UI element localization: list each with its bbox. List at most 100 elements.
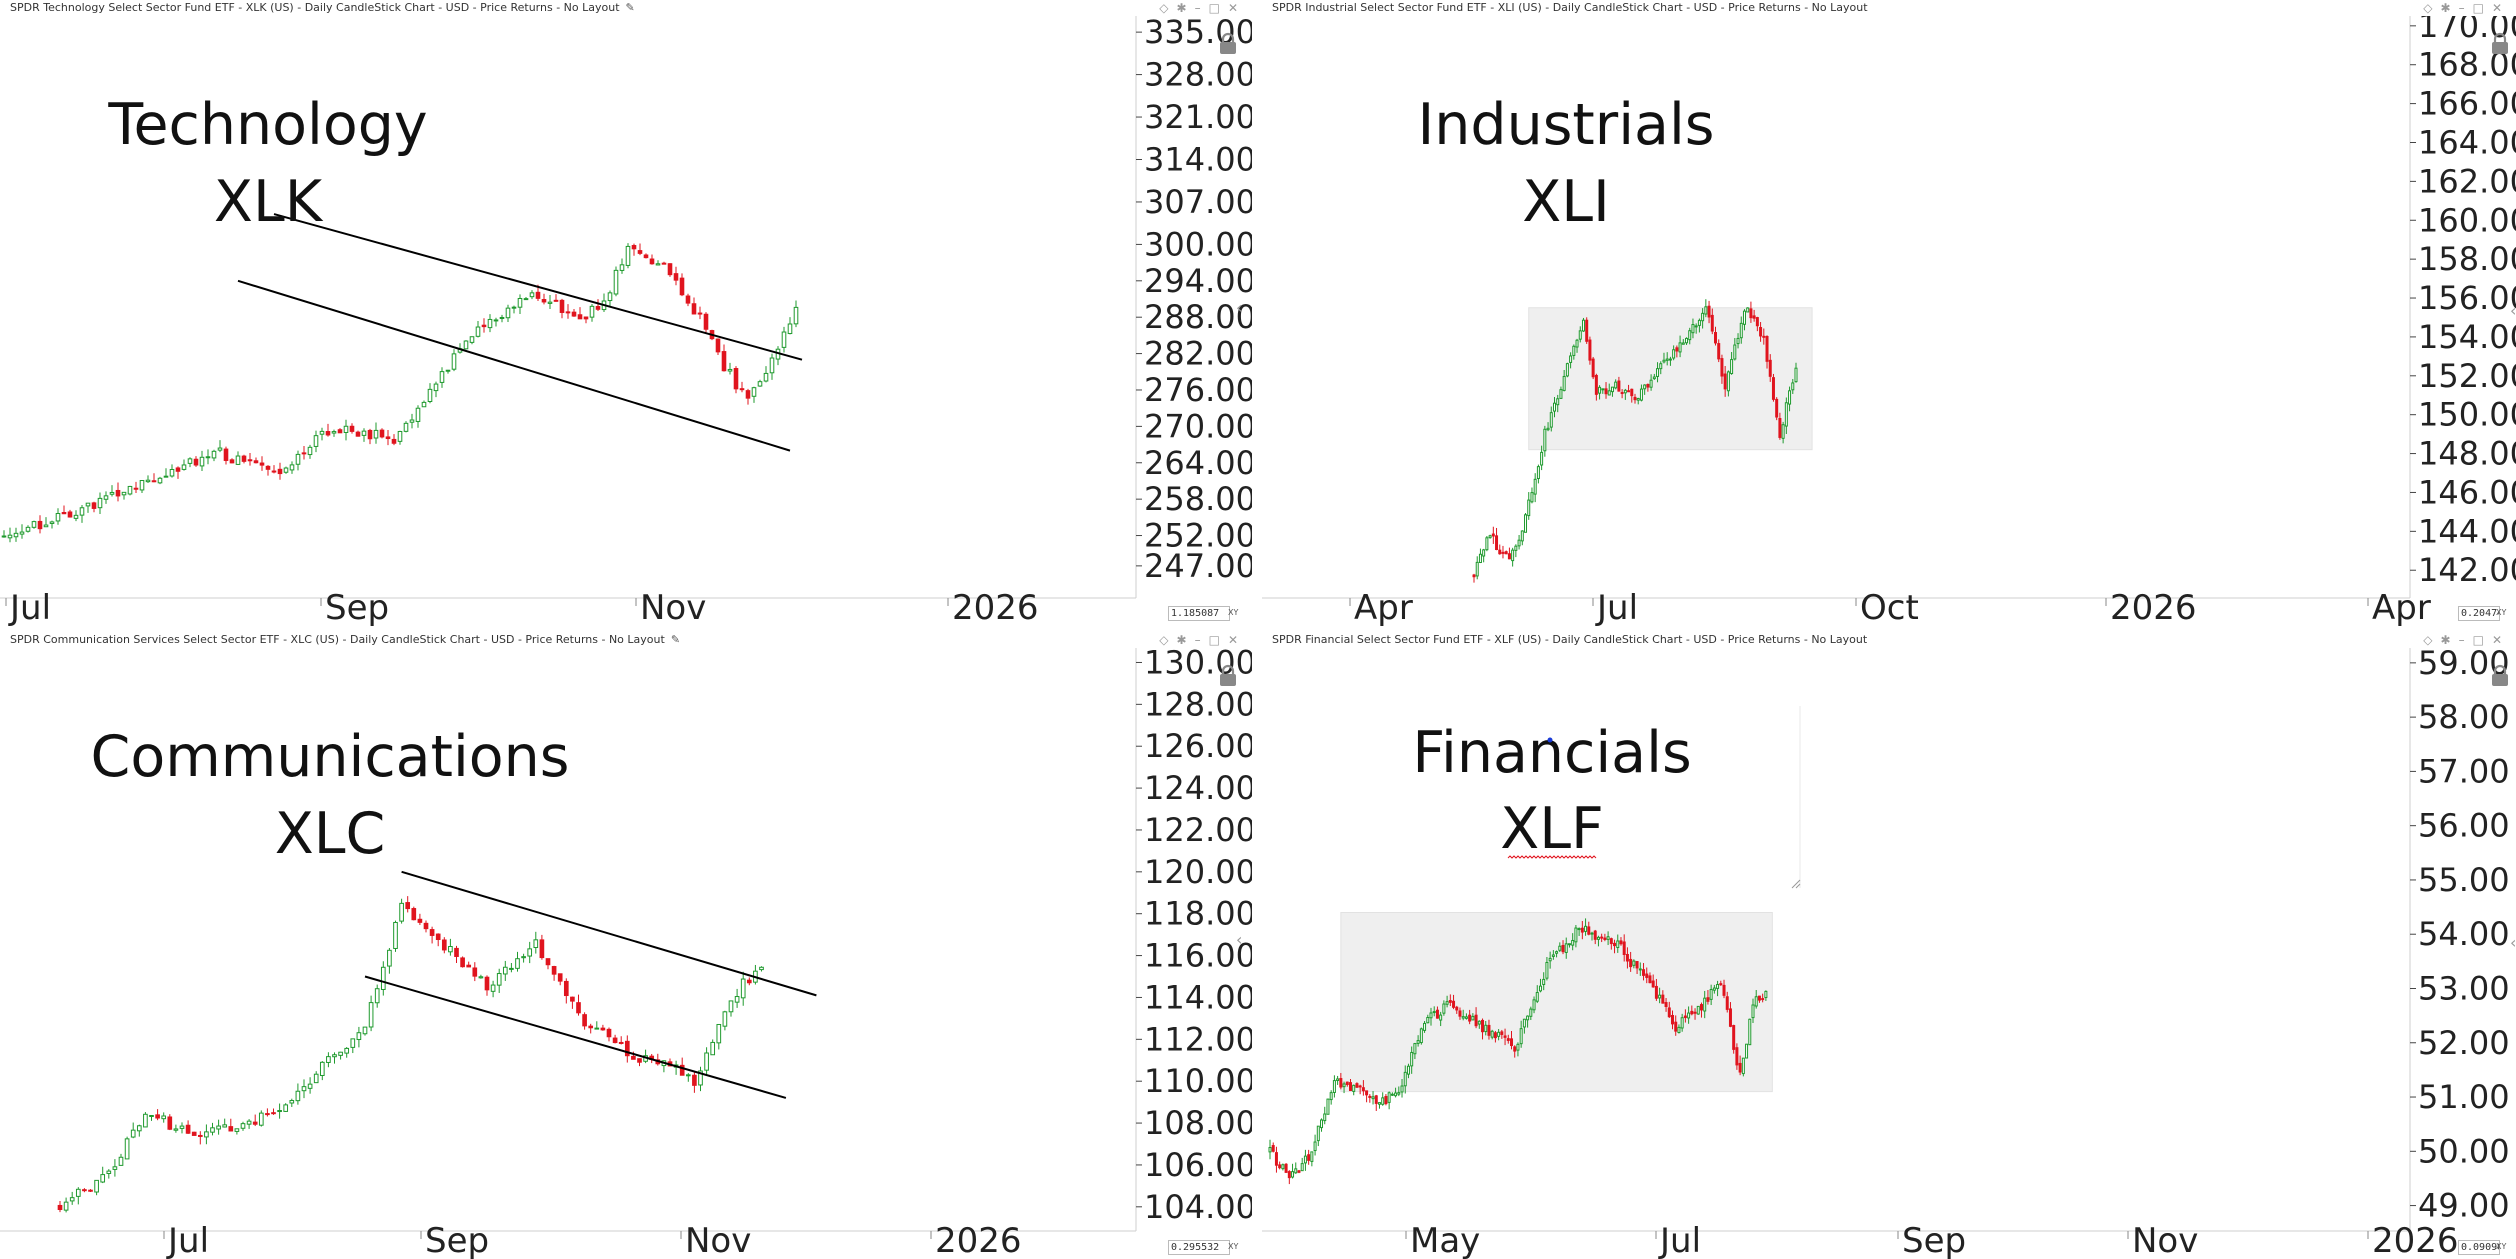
window-controls[interactable]: ◇✱–□✕ bbox=[2423, 632, 2510, 648]
edit-pencil-icon[interactable]: ✎ bbox=[625, 1, 635, 14]
link-icon[interactable]: ◇ bbox=[1159, 1, 1177, 15]
candle-body bbox=[1664, 1002, 1668, 1007]
candle bbox=[1648, 972, 1652, 984]
panel-xlc[interactable]: SPDR Communication Services Select Secto… bbox=[0, 632, 1252, 1259]
close-icon[interactable]: ✕ bbox=[1227, 1, 1246, 15]
candle bbox=[1517, 535, 1521, 550]
maximize-icon[interactable]: □ bbox=[2472, 1, 2492, 15]
candle-body bbox=[529, 292, 535, 298]
candle-body bbox=[1491, 533, 1495, 537]
candle bbox=[577, 307, 583, 320]
lock-icon[interactable] bbox=[1220, 664, 1236, 686]
candle-body bbox=[118, 1156, 124, 1166]
candle-body bbox=[1432, 1011, 1436, 1014]
collapse-arrow-icon[interactable]: ‹ bbox=[1236, 930, 1242, 949]
xy-toggle[interactable]: XY bbox=[1228, 1242, 1239, 1251]
xy-toggle[interactable]: XY bbox=[2496, 1242, 2507, 1251]
y-tick-label: 110.00 bbox=[1144, 1062, 1252, 1100]
window-controls[interactable]: ◇✱–□✕ bbox=[1159, 632, 1246, 648]
window-controls[interactable]: ◇✱–□✕ bbox=[1159, 0, 1246, 16]
xy-toggle[interactable]: XY bbox=[1228, 608, 1239, 617]
candle bbox=[1739, 316, 1743, 344]
candle bbox=[1791, 378, 1795, 394]
candle bbox=[295, 1083, 301, 1105]
candle-body bbox=[1493, 1032, 1497, 1039]
candle-body bbox=[1735, 1047, 1739, 1066]
close-icon[interactable]: ✕ bbox=[1227, 633, 1246, 647]
candle bbox=[1719, 980, 1723, 986]
collapse-arrow-icon[interactable]: ‹ bbox=[1236, 298, 1242, 317]
candle-body bbox=[1696, 1005, 1700, 1015]
link-icon[interactable]: ◇ bbox=[1159, 633, 1177, 647]
close-icon[interactable]: ✕ bbox=[2491, 1, 2510, 15]
candle bbox=[529, 290, 535, 300]
annotation-ticker: XLF bbox=[1500, 796, 1604, 862]
lock-icon[interactable] bbox=[1220, 32, 1236, 54]
panel-xlk[interactable]: SPDR Technology Select Sector Fund ETF -… bbox=[0, 0, 1252, 626]
minimize-icon[interactable]: – bbox=[2458, 633, 2473, 647]
panel-xlf[interactable]: SPDR Financial Select Sector Fund ETF - … bbox=[1262, 632, 2516, 1259]
minimize-icon[interactable]: – bbox=[1194, 633, 1209, 647]
chart-xlf[interactable]: 59.0058.0057.0056.0055.0054.0053.0052.00… bbox=[1262, 648, 2516, 1259]
y-tick-label: 282.00 bbox=[1144, 335, 1252, 373]
candle-body bbox=[1722, 984, 1726, 996]
pin-icon[interactable]: ✱ bbox=[1176, 1, 1195, 15]
candle-body bbox=[715, 338, 721, 353]
candle-body bbox=[1442, 1003, 1446, 1014]
candle-body bbox=[1426, 1016, 1430, 1024]
candle bbox=[234, 1128, 240, 1135]
chart-xlk[interactable]: 335.00328.00321.00314.00307.00300.00294.… bbox=[0, 16, 1252, 626]
candle-body bbox=[222, 1124, 228, 1128]
candle bbox=[1678, 335, 1682, 358]
link-icon[interactable]: ◇ bbox=[2423, 633, 2441, 647]
candle-body bbox=[751, 387, 757, 397]
minimize-icon[interactable]: – bbox=[2458, 1, 2473, 15]
candle-body bbox=[691, 303, 697, 315]
pin-icon[interactable]: ✱ bbox=[2440, 633, 2459, 647]
candle bbox=[466, 961, 472, 968]
candle bbox=[1371, 1091, 1375, 1105]
pin-icon[interactable]: ✱ bbox=[2440, 1, 2459, 15]
candle-body bbox=[1514, 545, 1518, 551]
candle-body bbox=[1594, 374, 1598, 395]
candle bbox=[565, 304, 571, 319]
lock-icon[interactable] bbox=[2492, 664, 2508, 686]
candle-body bbox=[1720, 358, 1724, 377]
pin-icon[interactable]: ✱ bbox=[1176, 633, 1195, 647]
candle bbox=[332, 1052, 337, 1064]
lock-icon[interactable] bbox=[2492, 32, 2508, 54]
candle bbox=[1687, 1006, 1691, 1024]
maximize-icon[interactable]: □ bbox=[1208, 1, 1228, 15]
xy-toggle[interactable]: XY bbox=[2496, 608, 2507, 617]
candle bbox=[1530, 487, 1534, 504]
candle bbox=[1442, 1000, 1446, 1016]
candle-body bbox=[1606, 936, 1610, 940]
chart-xli[interactable]: 170.00168.00166.00164.00162.00160.00158.… bbox=[1262, 16, 2516, 626]
candle bbox=[185, 1120, 191, 1134]
collapse-arrow-icon[interactable]: ‹ bbox=[2510, 933, 2516, 952]
candle-body bbox=[258, 1112, 264, 1126]
candle bbox=[1458, 1007, 1462, 1020]
link-icon[interactable]: ◇ bbox=[2423, 1, 2441, 15]
chart-xlc[interactable]: 130.00128.00126.00124.00122.00120.00118.… bbox=[0, 648, 1252, 1259]
candle bbox=[619, 258, 625, 274]
candle-body bbox=[472, 967, 478, 977]
candle bbox=[1567, 943, 1571, 948]
x-tick-label: Nov bbox=[685, 1221, 751, 1259]
minimize-icon[interactable]: – bbox=[1194, 1, 1209, 15]
candle bbox=[1694, 323, 1698, 334]
candle bbox=[37, 515, 43, 534]
close-icon[interactable]: ✕ bbox=[2491, 633, 2510, 647]
collapse-arrow-icon[interactable]: ‹ bbox=[2510, 301, 2516, 320]
window-controls[interactable]: ◇✱–□✕ bbox=[2423, 0, 2510, 16]
candle-body bbox=[1500, 1031, 1504, 1035]
candle-body bbox=[1419, 1028, 1423, 1044]
y-tick-label: 158.00 bbox=[2418, 240, 2516, 278]
edit-pencil-icon[interactable]: ✎ bbox=[670, 633, 681, 646]
candle bbox=[362, 1026, 368, 1036]
maximize-icon[interactable]: □ bbox=[1208, 633, 1228, 647]
candle bbox=[1728, 1002, 1732, 1028]
panel-xli[interactable]: SPDR Industrial Select Sector Fund ETF -… bbox=[1262, 0, 2516, 626]
maximize-icon[interactable]: □ bbox=[2472, 633, 2492, 647]
candle bbox=[787, 317, 793, 335]
